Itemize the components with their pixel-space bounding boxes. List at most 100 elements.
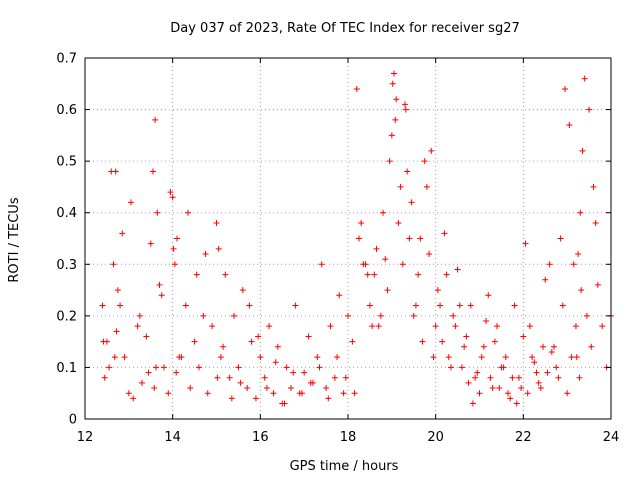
data-point [575, 250, 582, 257]
data-point [100, 338, 107, 345]
data-point [583, 312, 590, 319]
data-point [590, 183, 597, 190]
data-point [351, 390, 358, 397]
data-point [531, 359, 538, 366]
data-point [106, 364, 113, 371]
data-point [389, 80, 396, 87]
data-point [555, 374, 562, 381]
data-point [404, 168, 411, 175]
data-point [386, 158, 393, 165]
x-tick-label: 16 [252, 430, 269, 445]
y-axis-label: ROTI / TECUs [7, 197, 22, 282]
data-point [290, 369, 297, 376]
data-point [395, 220, 402, 227]
data-point [331, 374, 338, 381]
data-point [454, 266, 461, 273]
data-point [564, 390, 571, 397]
data-point [121, 354, 128, 361]
data-point [478, 354, 485, 361]
data-point [410, 312, 417, 319]
data-point [167, 189, 174, 196]
data-point [165, 390, 172, 397]
data-point [200, 312, 207, 319]
data-point [113, 328, 120, 335]
data-point [358, 220, 365, 227]
data-point [472, 374, 479, 381]
data-point [298, 390, 305, 397]
data-point [375, 323, 382, 330]
data-point [169, 194, 176, 201]
data-point [526, 323, 533, 330]
data-point [272, 359, 279, 366]
data-point [220, 343, 227, 350]
data-point [577, 209, 584, 216]
data-point [151, 385, 158, 392]
data-point [537, 385, 544, 392]
data-point [117, 302, 124, 309]
data-point [391, 70, 398, 77]
data-point [419, 338, 426, 345]
data-point [160, 364, 167, 371]
data-point [355, 235, 362, 242]
data-point [441, 230, 448, 237]
data-point [170, 245, 177, 252]
data-point [402, 106, 409, 113]
y-tick-label: 0.1 [56, 361, 77, 376]
data-point [421, 158, 428, 165]
data-point [588, 343, 595, 350]
data-points [99, 70, 614, 407]
data-point [176, 354, 183, 361]
data-point [546, 261, 553, 268]
data-point [99, 302, 106, 309]
data-point [511, 302, 518, 309]
x-tick-label: 20 [427, 430, 444, 445]
data-point [108, 168, 115, 175]
data-point [384, 287, 391, 294]
data-point [349, 338, 356, 345]
data-point [353, 85, 360, 92]
data-point [193, 271, 200, 278]
data-point [480, 343, 487, 350]
data-point [182, 302, 189, 309]
data-point [579, 147, 586, 154]
data-point [474, 369, 481, 376]
data-point [533, 369, 540, 376]
data-point [187, 385, 194, 392]
data-point [544, 369, 551, 376]
data-point [432, 323, 439, 330]
data-point [434, 287, 441, 294]
data-point [483, 318, 490, 325]
data-point [152, 116, 159, 123]
y-tick-label: 0.5 [56, 155, 77, 170]
data-point [489, 385, 496, 392]
data-point [594, 281, 601, 288]
data-point [334, 354, 341, 361]
data-point [364, 271, 371, 278]
data-point [360, 261, 367, 268]
data-point [214, 374, 221, 381]
data-point [366, 302, 373, 309]
data-point [153, 364, 160, 371]
data-point [592, 220, 599, 227]
data-point [255, 333, 262, 340]
data-point [171, 261, 178, 268]
data-point [504, 390, 511, 397]
data-point [518, 385, 525, 392]
x-tick-label: 22 [515, 430, 532, 445]
data-point [149, 168, 156, 175]
data-point [568, 354, 575, 361]
data-point [573, 354, 580, 361]
data-point [535, 379, 542, 386]
data-point [439, 338, 446, 345]
data-point [307, 379, 314, 386]
data-point [380, 209, 387, 216]
data-point [340, 390, 347, 397]
data-point [509, 374, 516, 381]
data-point [323, 385, 330, 392]
data-point [111, 354, 118, 361]
data-point [388, 132, 395, 139]
data-point [345, 312, 351, 319]
data-point [586, 106, 593, 113]
data-point [599, 323, 606, 330]
